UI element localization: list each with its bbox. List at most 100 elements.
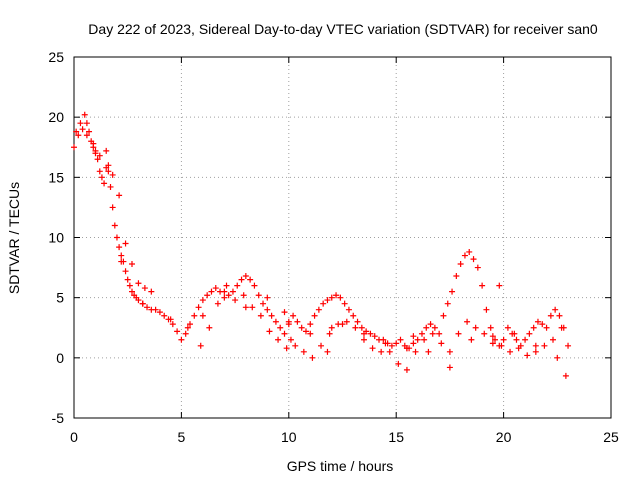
data-point xyxy=(489,333,496,340)
data-point xyxy=(223,282,230,289)
data-point xyxy=(184,324,191,331)
data-point xyxy=(444,300,451,307)
data-point xyxy=(234,282,241,289)
grid-lines xyxy=(74,57,611,418)
data-point xyxy=(461,252,468,259)
data-point xyxy=(427,321,434,328)
data-point xyxy=(539,321,546,328)
data-point xyxy=(472,324,479,331)
data-point xyxy=(309,354,316,361)
data-point xyxy=(107,183,114,190)
data-point xyxy=(292,342,299,349)
data-point xyxy=(73,128,80,135)
data-point xyxy=(522,336,529,343)
data-point xyxy=(474,264,481,271)
data-point xyxy=(513,336,520,343)
y-axis-label: SDTVAR / TECUs xyxy=(6,182,22,294)
data-point xyxy=(532,342,539,349)
data-point xyxy=(470,256,477,263)
data-point xyxy=(371,333,378,340)
data-point xyxy=(328,324,335,331)
data-point xyxy=(128,260,135,267)
data-point xyxy=(393,340,400,347)
data-point xyxy=(264,306,271,313)
data-point xyxy=(156,309,163,316)
data-point xyxy=(554,354,561,361)
data-point xyxy=(221,288,228,295)
data-point xyxy=(141,285,148,292)
data-point xyxy=(199,297,206,304)
data-point xyxy=(307,321,314,328)
data-point xyxy=(315,306,322,313)
data-point xyxy=(386,348,393,355)
data-point xyxy=(178,336,185,343)
data-point xyxy=(103,147,110,154)
data-point xyxy=(242,304,249,311)
x-tick-labels: 0 5 10 15 20 25 xyxy=(70,429,619,445)
x-tick-label: 10 xyxy=(281,429,297,445)
data-point xyxy=(116,244,123,251)
data-point xyxy=(418,330,425,337)
data-point xyxy=(507,348,514,355)
tick-marks xyxy=(73,56,612,419)
data-point xyxy=(541,342,548,349)
data-point xyxy=(380,336,387,343)
data-point xyxy=(350,312,357,319)
data-point xyxy=(118,252,125,259)
data-point xyxy=(294,318,301,325)
data-point xyxy=(83,132,90,139)
data-point xyxy=(214,300,221,307)
data-point xyxy=(479,282,486,289)
y-tick-label: 0 xyxy=(56,350,64,366)
data-point xyxy=(94,156,101,163)
data-point xyxy=(300,348,307,355)
y-tick-label: 10 xyxy=(48,230,64,246)
data-point xyxy=(229,288,236,295)
data-point xyxy=(208,288,215,295)
data-point xyxy=(281,309,288,316)
data-point xyxy=(515,345,522,352)
data-point xyxy=(98,174,105,181)
data-point xyxy=(388,342,395,349)
data-point xyxy=(341,300,348,307)
data-point xyxy=(352,324,359,331)
data-point xyxy=(500,336,507,343)
data-point xyxy=(275,336,282,343)
data-point xyxy=(552,306,559,313)
data-points xyxy=(71,111,572,379)
data-point xyxy=(79,126,86,133)
data-point xyxy=(534,318,541,325)
y-tick-label: 5 xyxy=(56,290,64,306)
y-tick-label: 20 xyxy=(48,109,64,125)
data-point xyxy=(122,268,129,275)
data-point xyxy=(324,348,331,355)
data-point xyxy=(144,304,151,311)
data-point xyxy=(285,318,292,325)
data-point xyxy=(96,152,103,159)
data-point xyxy=(283,345,290,352)
data-point xyxy=(225,292,232,299)
data-point xyxy=(199,312,206,319)
data-point xyxy=(498,342,505,349)
data-point xyxy=(249,304,256,311)
data-point xyxy=(195,304,202,311)
data-point xyxy=(358,324,365,331)
data-point xyxy=(360,330,367,337)
data-point xyxy=(403,366,410,373)
data-point xyxy=(302,328,309,335)
data-point xyxy=(526,330,533,337)
data-point xyxy=(496,282,503,289)
data-point xyxy=(558,324,565,331)
data-point xyxy=(492,336,499,343)
data-point xyxy=(81,111,88,118)
y-tick-label: -5 xyxy=(52,410,65,426)
x-tick-label: 0 xyxy=(70,429,78,445)
data-point xyxy=(382,340,389,347)
data-point xyxy=(92,150,99,157)
data-point xyxy=(152,306,159,313)
data-point xyxy=(328,294,335,301)
data-point xyxy=(431,324,438,331)
data-point xyxy=(128,288,135,295)
data-point xyxy=(487,324,494,331)
y-tick-label: 15 xyxy=(48,169,64,185)
